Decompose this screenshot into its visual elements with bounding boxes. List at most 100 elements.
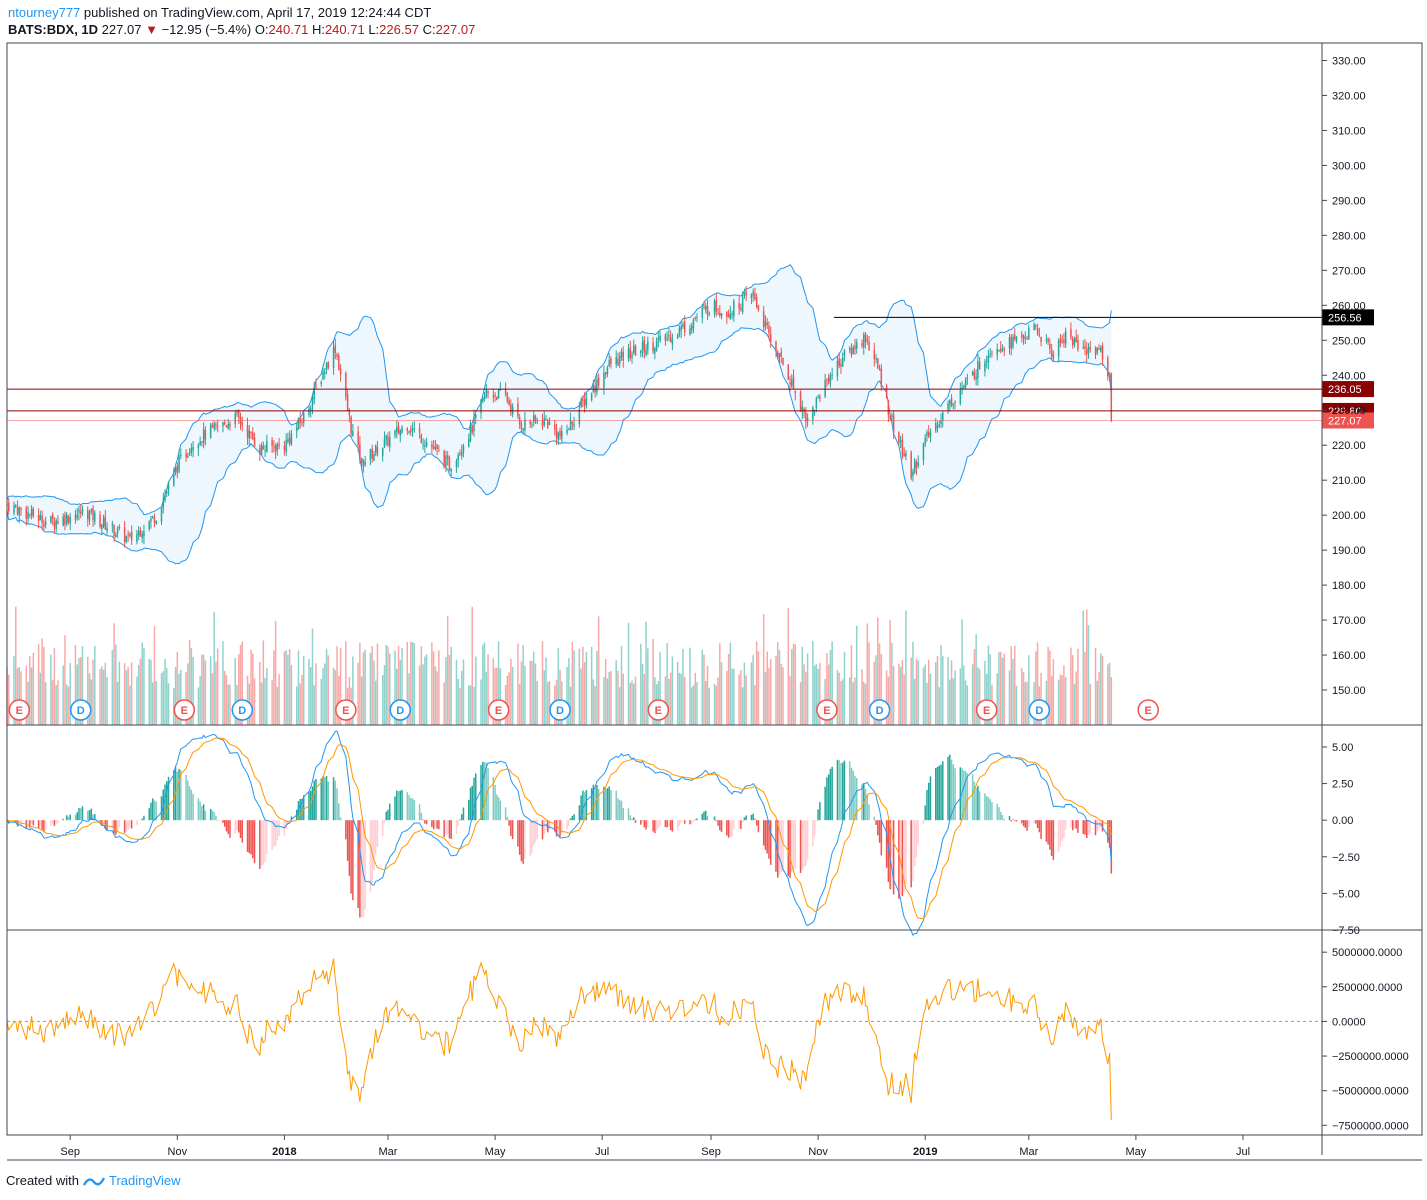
candle-body	[178, 456, 180, 472]
volume-bar	[496, 667, 498, 725]
volume-bar	[631, 680, 633, 725]
candle-body	[1094, 347, 1097, 355]
candle-body	[295, 427, 298, 431]
earnings-event-marker[interactable]	[816, 699, 838, 721]
volume-bar	[604, 659, 607, 725]
macd-histogram-bar	[950, 759, 953, 821]
volume-bar	[1082, 610, 1084, 725]
event-marker-label: E	[16, 705, 23, 717]
candle-body	[104, 516, 107, 530]
candle-body	[1050, 349, 1053, 357]
macd-histogram-bar	[418, 804, 421, 821]
volume-bar	[37, 644, 40, 725]
candle-body	[854, 345, 856, 350]
macd-histogram-bar	[148, 808, 150, 821]
volume-bar	[118, 661, 121, 725]
volume-bar	[901, 659, 904, 725]
macd-histogram-bar	[966, 773, 969, 821]
macd-histogram-bar	[259, 820, 261, 870]
macd-histogram-bar	[1101, 820, 1104, 832]
earnings-event-marker[interactable]	[647, 699, 670, 721]
down-triangle-icon: ▼	[145, 22, 158, 37]
macd-histogram-bar	[57, 820, 59, 824]
macd-histogram-bar	[618, 800, 621, 821]
candle-body	[69, 516, 71, 524]
tradingview-brand[interactable]: TradingView	[108, 1173, 181, 1188]
candle-body	[125, 535, 128, 543]
candle-body	[350, 416, 352, 434]
macd-histogram-bar	[81, 806, 84, 821]
candle-body	[996, 348, 998, 356]
dividend-event-marker[interactable]	[69, 699, 92, 721]
candle-body	[696, 316, 698, 318]
volume-bar	[633, 683, 635, 725]
macd-histogram-bar	[998, 807, 1000, 821]
volume-bar	[1096, 680, 1099, 725]
high-value: 240.71	[324, 22, 365, 37]
macd-histogram-bar	[222, 820, 224, 823]
author-link[interactable]: ntourney777	[8, 5, 81, 20]
earnings-event-marker[interactable]	[335, 699, 357, 721]
volume-bar	[887, 676, 890, 725]
macd-histogram-bar	[922, 820, 925, 824]
volume-bar	[173, 688, 175, 725]
dividend-event-marker[interactable]	[868, 699, 891, 721]
volume-bar	[69, 663, 71, 725]
last-price: 227.07	[101, 22, 142, 37]
macd-histogram-bar	[824, 786, 826, 821]
candle-body	[903, 453, 905, 457]
candle-body	[496, 396, 498, 401]
candle-body	[887, 400, 890, 415]
dividend-event-marker[interactable]	[1028, 699, 1051, 721]
earnings-event-marker[interactable]	[8, 699, 31, 721]
macd-histogram-bar	[127, 820, 129, 831]
macd-histogram-bar	[866, 794, 869, 821]
macd-histogram-bar	[252, 820, 254, 859]
dividend-event-marker[interactable]	[231, 699, 254, 721]
dividend-event-marker[interactable]	[549, 699, 571, 721]
volume-bar	[803, 664, 805, 725]
volume-bar	[719, 643, 721, 725]
candle-body	[689, 327, 691, 335]
macd-histogram-bar	[151, 798, 154, 821]
macd-histogram-bar	[313, 780, 315, 821]
candle-body	[792, 376, 795, 389]
macd-histogram-bar	[817, 809, 819, 821]
volume-bar	[50, 654, 52, 725]
candle-body	[278, 444, 280, 446]
volume-bar	[689, 647, 691, 725]
earnings-event-marker[interactable]	[975, 699, 998, 721]
macd-histogram-bar	[719, 820, 721, 831]
macd-histogram-bar	[787, 820, 790, 877]
candle-body	[1047, 338, 1049, 342]
candle-body	[55, 520, 57, 529]
candle-body	[116, 528, 119, 534]
macd-histogram-bar	[819, 802, 821, 821]
symbol-label[interactable]: BATS:BDX, 1D	[8, 22, 99, 37]
candle-body	[947, 403, 949, 410]
high-label: H:	[311, 22, 325, 37]
volume-bar	[373, 660, 375, 725]
macd-histogram-bar	[936, 766, 939, 821]
candle-body	[76, 514, 78, 518]
candle-body	[448, 457, 451, 471]
volume-bar	[899, 666, 902, 725]
macd-histogram-bar	[987, 797, 990, 821]
volume-bar	[104, 662, 107, 725]
volume-bar	[39, 672, 42, 725]
macd-histogram-bar	[569, 818, 572, 821]
candle-body	[30, 508, 33, 516]
volume-bar	[324, 663, 326, 725]
candle-body	[352, 430, 354, 437]
dividend-event-marker[interactable]	[389, 699, 412, 721]
macd-histogram-bar	[192, 793, 194, 821]
earnings-event-marker[interactable]	[173, 699, 196, 721]
volume-bar	[805, 671, 807, 725]
macd-histogram-bar	[299, 799, 301, 821]
earnings-event-marker[interactable]	[1137, 699, 1159, 721]
earnings-event-marker[interactable]	[487, 699, 510, 721]
volume-bar	[852, 682, 854, 725]
macd-histogram-bar	[1070, 820, 1072, 828]
candle-body	[357, 431, 359, 445]
